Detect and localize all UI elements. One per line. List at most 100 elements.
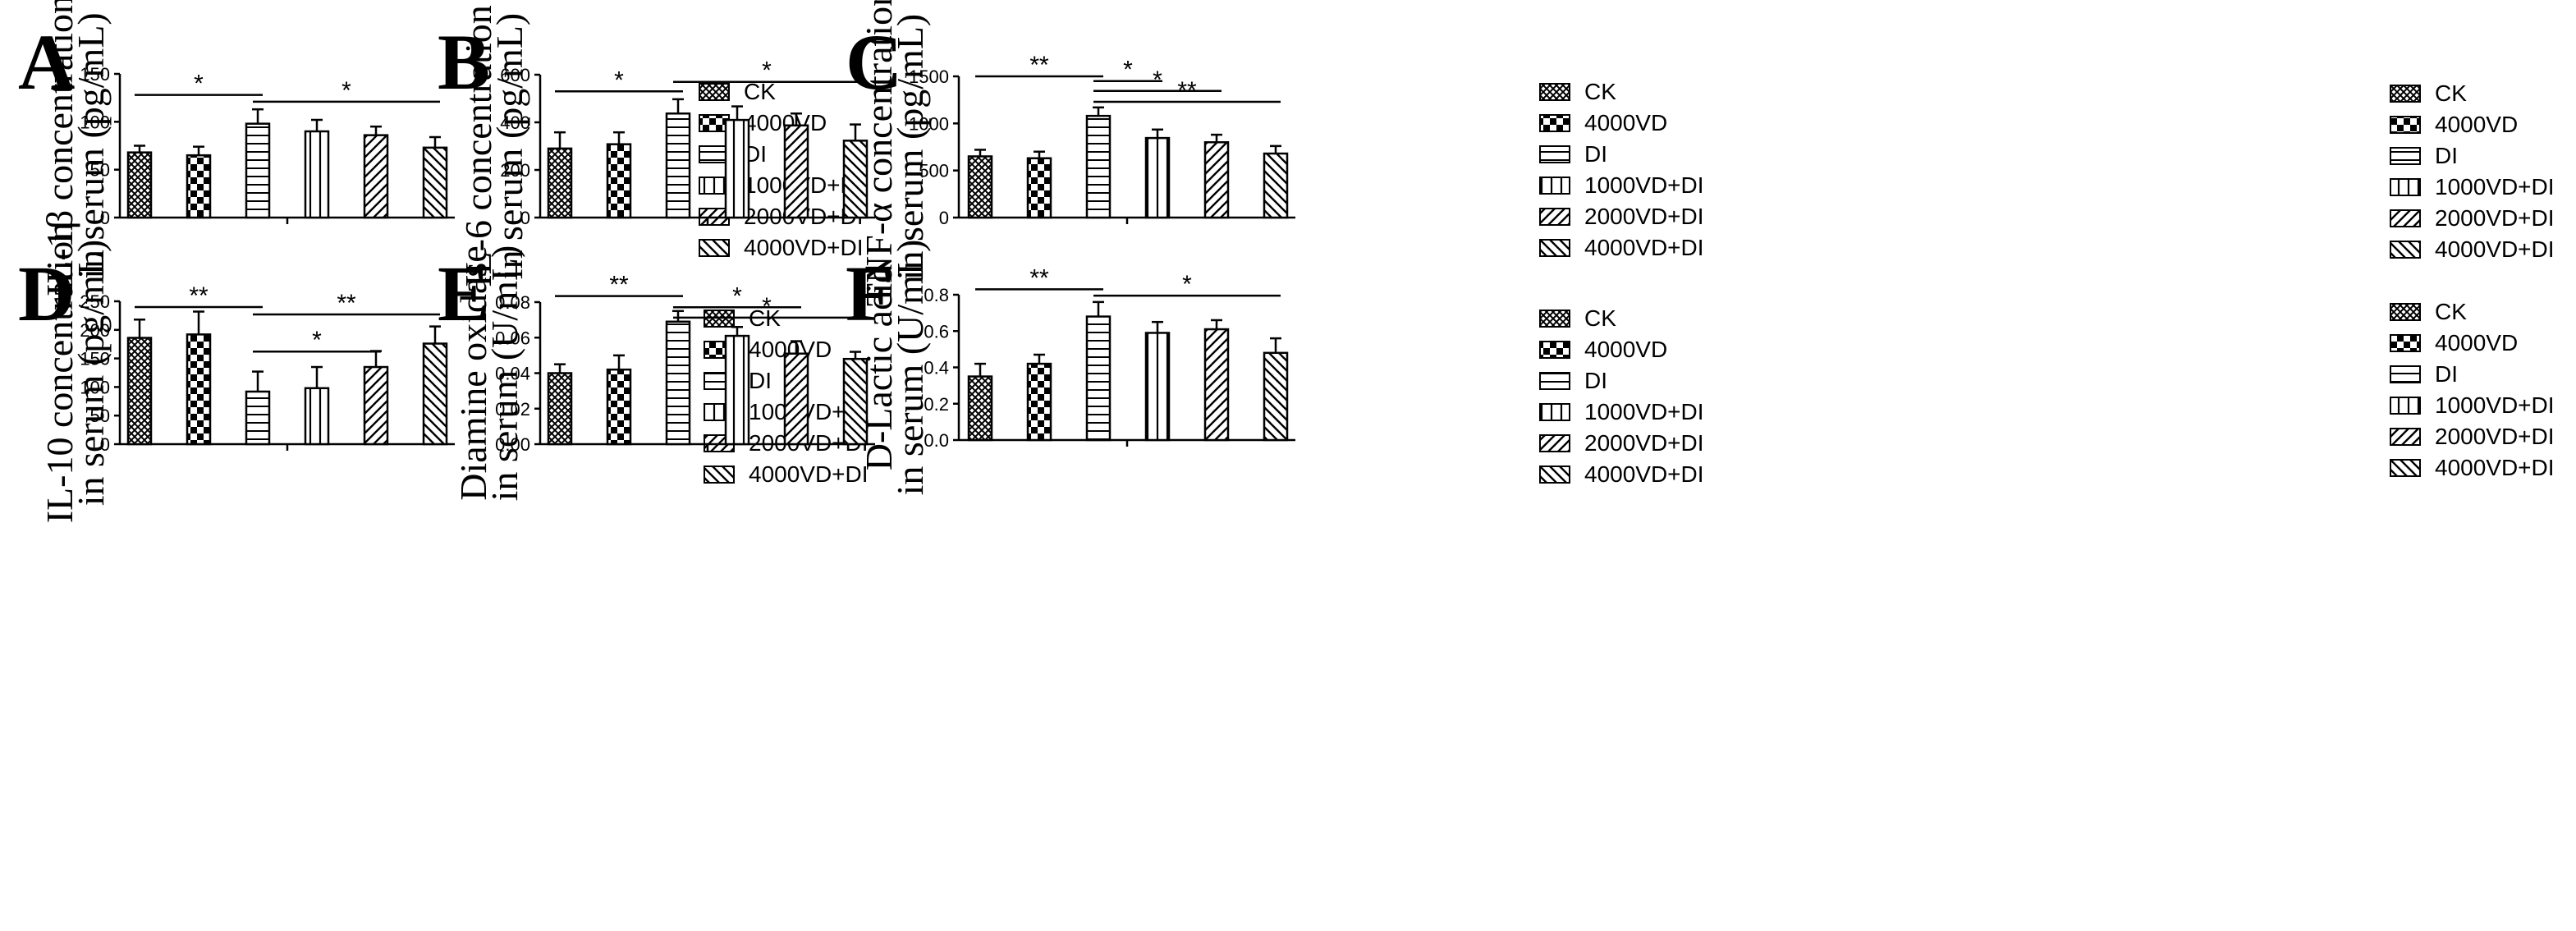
legend-label: 4000VD	[2435, 112, 2518, 137]
y-tick-label: 100	[80, 112, 110, 132]
significance-label: *	[762, 293, 772, 320]
legend-swatch	[2390, 365, 2421, 383]
panel-letter: F	[846, 250, 894, 337]
significance-label: *	[194, 71, 204, 98]
significance-label: **	[189, 282, 209, 310]
bar-2000vd-plus-di	[1203, 141, 1230, 219]
legend-swatch	[2390, 147, 2421, 165]
y-axis-label-line1: IL-6 concentration	[457, 5, 499, 287]
legend-swatch	[699, 114, 730, 132]
significance-label: *	[762, 57, 772, 85]
legend-label: 1000VD+DI	[1584, 172, 1704, 198]
legend-swatch	[1539, 239, 1570, 257]
y-tick-label: 150	[80, 64, 110, 85]
bar-di	[245, 390, 271, 446]
y-axis-label-line1: IL-10 concentration	[39, 222, 80, 524]
legend-label: 1000VD+DI	[2435, 174, 2555, 200]
bar-4000vd	[186, 333, 212, 446]
bar-4000vd	[186, 154, 212, 219]
legend-label: DI	[1584, 141, 1607, 167]
legend-swatch	[1539, 403, 1570, 421]
legend-swatch	[2390, 209, 2421, 227]
bar-4000vd-plus-di	[842, 357, 869, 446]
legend-label: 4000VD+DI	[744, 235, 864, 260]
legend-swatch	[699, 239, 730, 257]
y-tick-label: 0.06	[495, 328, 530, 348]
legend-label: DI	[2435, 143, 2458, 168]
y-tick-label: 0.2	[924, 394, 949, 415]
bar-4000vd-plus-di	[1263, 351, 1289, 442]
legend-label: CK	[1584, 79, 1616, 104]
bar-di	[1085, 315, 1112, 442]
y-tick-label: 0	[520, 208, 530, 228]
significance-label: **	[1029, 52, 1049, 79]
legend-label: 1000VD+DI	[2435, 392, 2555, 418]
bar-di	[665, 112, 691, 219]
panel-letter: C	[846, 18, 902, 106]
y-axis-label-line1: IL-1β concentration	[39, 0, 80, 296]
bar-ck	[126, 151, 153, 219]
y-tick-label: 0.8	[924, 285, 949, 305]
legend-swatch	[2390, 303, 2421, 321]
legend-label: CK	[2435, 80, 2467, 106]
y-tick-label: 100	[80, 377, 110, 397]
legend-label: 4000VD+DI	[2435, 455, 2555, 480]
legend-label: 4000VD+DI	[1584, 235, 1704, 260]
legend-swatch	[2390, 397, 2421, 415]
bar-di	[1085, 114, 1112, 219]
significance-label: **	[1029, 264, 1049, 291]
legend-swatch	[1539, 434, 1570, 452]
legend-label: 4000VD+DI	[749, 461, 869, 487]
y-tick-label: 0.08	[495, 292, 530, 313]
y-tick-label: 0.0	[924, 430, 949, 451]
legend-label: 2000VD+DI	[2435, 424, 2555, 449]
legend-label: DI	[1584, 368, 1607, 393]
legend-label: DI	[2435, 361, 2458, 387]
y-tick-label: 50	[90, 160, 110, 181]
legend-swatch	[1539, 466, 1570, 484]
bar-2000vd-plus-di	[783, 352, 809, 446]
significance-label: *	[312, 327, 322, 354]
legend-swatch	[1539, 114, 1570, 132]
legend-label: 2000VD+DI	[1584, 204, 1704, 229]
significance-label: **	[609, 272, 629, 299]
bar-4000vd	[606, 368, 632, 446]
y-axis-label-line1: TNF-α concentration	[858, 0, 900, 306]
y-tick-label: 0.00	[495, 434, 530, 455]
significance-label: *	[341, 77, 351, 104]
legend-swatch	[1539, 372, 1570, 390]
bar-4000vd-plus-di	[422, 342, 448, 446]
significance-label: *	[732, 282, 742, 310]
significance-label: **	[337, 290, 356, 317]
legend-swatch	[699, 83, 730, 101]
bar-1000vd-plus-di	[724, 118, 750, 219]
legend-swatch	[2390, 241, 2421, 259]
y-axis-label-line2: in serum (pg/mL)	[70, 240, 112, 507]
y-axis-label-line2: in serum (U/mL)	[889, 240, 931, 496]
bar-4000vd-plus-di	[422, 146, 448, 219]
bar-ck	[967, 155, 993, 219]
bar-2000vd-plus-di	[1203, 328, 1230, 442]
panel-letter: B	[438, 18, 490, 106]
significance-label: **	[1177, 77, 1197, 104]
y-tick-label: 0.04	[495, 364, 530, 384]
bar-ck	[967, 375, 993, 442]
legend-label: 4000VD	[1584, 110, 1667, 135]
legend-swatch	[1539, 145, 1570, 163]
bar-2000vd-plus-di	[363, 365, 389, 446]
y-axis-label-line1: D-Lactic acid	[858, 264, 900, 471]
y-tick-label: 50	[90, 406, 110, 426]
legend-swatch	[1539, 310, 1570, 328]
panel-letter: E	[438, 250, 490, 337]
y-axis-label-line1: Diamine oxidase	[452, 245, 494, 500]
legend-label: 1000VD+DI	[1584, 399, 1704, 424]
bar-ck	[547, 147, 573, 219]
legend-swatch	[2390, 334, 2421, 352]
